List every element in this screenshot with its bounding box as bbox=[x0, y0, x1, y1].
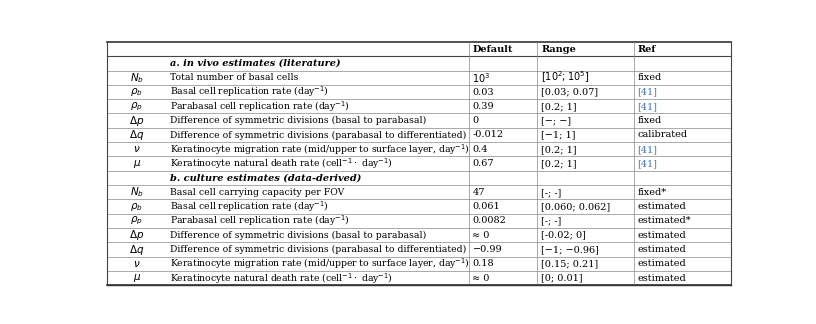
Text: [−1; −0.96]: [−1; −0.96] bbox=[541, 245, 599, 254]
Text: $\rho_p$: $\rho_p$ bbox=[131, 215, 143, 227]
Text: $\rho_p$: $\rho_p$ bbox=[131, 100, 143, 112]
Text: Difference of symmetric divisions (parabasal to differentiated): Difference of symmetric divisions (parab… bbox=[171, 245, 467, 254]
Text: [0.15; 0.21]: [0.15; 0.21] bbox=[541, 260, 598, 268]
Text: a. in vivo estimates (literature): a. in vivo estimates (literature) bbox=[171, 59, 341, 68]
Text: Basal cell replication rate (day$^{-1}$): Basal cell replication rate (day$^{-1}$) bbox=[171, 199, 329, 214]
Text: Basal cell replication rate (day$^{-1}$): Basal cell replication rate (day$^{-1}$) bbox=[171, 85, 329, 99]
Text: ≈ 0: ≈ 0 bbox=[472, 231, 490, 240]
Text: $[10^2; 10^5]$: $[10^2; 10^5]$ bbox=[541, 70, 589, 86]
Text: [0.060; 0.062]: [0.060; 0.062] bbox=[541, 202, 610, 211]
Text: [0.2; 1]: [0.2; 1] bbox=[541, 102, 577, 111]
Text: $\mu$: $\mu$ bbox=[132, 157, 141, 170]
Text: estimated*: estimated* bbox=[637, 216, 691, 226]
Text: fixed: fixed bbox=[637, 116, 662, 125]
Text: $\nu$: $\nu$ bbox=[133, 259, 140, 269]
Text: Default: Default bbox=[472, 44, 513, 53]
Text: [-0.02; 0]: [-0.02; 0] bbox=[541, 231, 586, 240]
Text: Basal cell carrying capacity per FOV: Basal cell carrying capacity per FOV bbox=[171, 188, 344, 197]
Text: $\rho_b$: $\rho_b$ bbox=[131, 86, 143, 98]
Text: $10^3$: $10^3$ bbox=[472, 71, 490, 85]
Text: [0.2; 1]: [0.2; 1] bbox=[541, 159, 577, 168]
Text: Difference of symmetric divisions (parabasal to differentiated): Difference of symmetric divisions (parab… bbox=[171, 131, 467, 140]
Text: $N_b$: $N_b$ bbox=[130, 185, 144, 199]
Text: Difference of symmetric divisions (basal to parabasal): Difference of symmetric divisions (basal… bbox=[171, 231, 427, 240]
Text: 0.061: 0.061 bbox=[472, 202, 500, 211]
Text: 0.67: 0.67 bbox=[472, 159, 494, 168]
Text: Difference of symmetric divisions (basal to parabasal): Difference of symmetric divisions (basal… bbox=[171, 116, 427, 125]
Text: Keratinocyte natural death rate (cell$^{-1}\cdot$ day$^{-1}$): Keratinocyte natural death rate (cell$^{… bbox=[171, 156, 392, 171]
Text: $\Delta q$: $\Delta q$ bbox=[129, 128, 144, 142]
Text: 0.03: 0.03 bbox=[472, 87, 494, 97]
Text: 0.18: 0.18 bbox=[472, 260, 494, 268]
Text: $\Delta p$: $\Delta p$ bbox=[129, 228, 144, 242]
Text: [0; 0.01]: [0; 0.01] bbox=[541, 274, 583, 283]
Text: Keratinocyte natural death rate (cell$^{-1}\cdot$ day$^{-1}$): Keratinocyte natural death rate (cell$^{… bbox=[171, 271, 392, 285]
Text: Range: Range bbox=[541, 44, 576, 53]
Text: Parabasal cell replication rate (day$^{-1}$): Parabasal cell replication rate (day$^{-… bbox=[171, 214, 350, 228]
Text: ≈ 0: ≈ 0 bbox=[472, 274, 490, 283]
Text: [-; -]: [-; -] bbox=[541, 216, 561, 226]
Text: $\Delta p$: $\Delta p$ bbox=[129, 114, 144, 128]
Text: $N_b$: $N_b$ bbox=[130, 71, 144, 85]
Text: [−; −]: [−; −] bbox=[541, 116, 571, 125]
Text: Parabasal cell replication rate (day$^{-1}$): Parabasal cell replication rate (day$^{-… bbox=[171, 99, 350, 114]
Text: $\nu$: $\nu$ bbox=[133, 144, 140, 154]
Text: 0.4: 0.4 bbox=[472, 145, 488, 154]
Text: [41]: [41] bbox=[637, 159, 658, 168]
Text: [0.2; 1]: [0.2; 1] bbox=[541, 145, 577, 154]
Text: [-; -]: [-; -] bbox=[541, 188, 561, 197]
Text: [−1; 1]: [−1; 1] bbox=[541, 131, 576, 139]
Text: 47: 47 bbox=[472, 188, 485, 197]
Text: Ref: Ref bbox=[637, 44, 656, 53]
Text: 0.0082: 0.0082 bbox=[472, 216, 507, 226]
Text: [41]: [41] bbox=[637, 145, 658, 154]
Text: -0.012: -0.012 bbox=[472, 131, 503, 139]
Text: 0.39: 0.39 bbox=[472, 102, 494, 111]
Text: estimated: estimated bbox=[637, 274, 686, 283]
Text: $\rho_b$: $\rho_b$ bbox=[131, 201, 143, 213]
Text: −0.99: −0.99 bbox=[472, 245, 502, 254]
Text: 0: 0 bbox=[472, 116, 479, 125]
Text: estimated: estimated bbox=[637, 202, 686, 211]
Text: fixed: fixed bbox=[637, 73, 662, 82]
Text: estimated: estimated bbox=[637, 231, 686, 240]
Text: [41]: [41] bbox=[637, 102, 658, 111]
Text: $\mu$: $\mu$ bbox=[132, 272, 141, 284]
Text: fixed*: fixed* bbox=[637, 188, 667, 197]
Text: Total number of basal cells: Total number of basal cells bbox=[171, 73, 299, 82]
Text: Keratinocyte migration rate (mid/upper to surface layer, day$^{-1}$): Keratinocyte migration rate (mid/upper t… bbox=[171, 257, 470, 271]
Text: $\Delta q$: $\Delta q$ bbox=[129, 243, 144, 257]
Text: estimated: estimated bbox=[637, 260, 686, 268]
Text: [0.03; 0.07]: [0.03; 0.07] bbox=[541, 87, 598, 97]
Text: b. culture estimates (data-derived): b. culture estimates (data-derived) bbox=[171, 173, 361, 182]
Text: Keratinocyte migration rate (mid/upper to surface layer, day$^{-1}$): Keratinocyte migration rate (mid/upper t… bbox=[171, 142, 470, 156]
Text: estimated: estimated bbox=[637, 245, 686, 254]
Text: calibrated: calibrated bbox=[637, 131, 688, 139]
Text: [41]: [41] bbox=[637, 87, 658, 97]
